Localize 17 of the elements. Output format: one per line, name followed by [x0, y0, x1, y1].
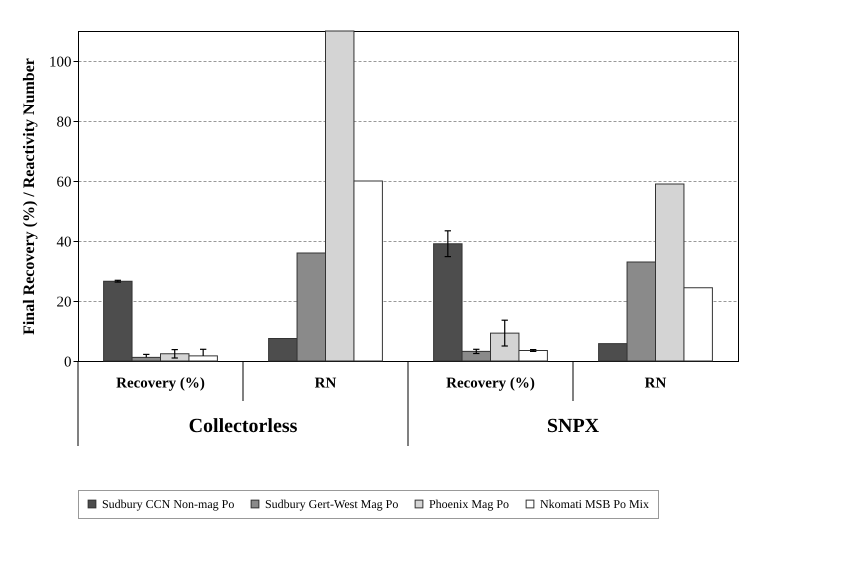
y-tick-label: 20 [56, 294, 72, 310]
x-tick-label: Recovery (%) [116, 376, 205, 392]
legend-label: Nkomati MSB Po Mix [540, 497, 650, 511]
legend-label: Phoenix Mag Po [429, 497, 510, 511]
y-tick-label: 80 [56, 114, 72, 130]
x-tick-label: RN [314, 376, 336, 392]
y-tick-label: 40 [56, 234, 72, 250]
legend-label: Sudbury Gert-West Mag Po [265, 497, 398, 511]
legend-label: Sudbury CCN Non-mag Po [102, 497, 234, 511]
y-tick-label: 60 [56, 174, 72, 190]
x-tick-label: Recovery (%) [446, 376, 535, 392]
text: Collectorless [188, 415, 298, 437]
y-tick-label: 0 [64, 354, 72, 370]
x-tick-label: RN [644, 376, 666, 392]
y-tick-label: 100 [49, 54, 72, 70]
y-axis-title: Final Recovery (%) / Reactivity Number [21, 58, 38, 335]
text: SNPX [546, 415, 600, 437]
